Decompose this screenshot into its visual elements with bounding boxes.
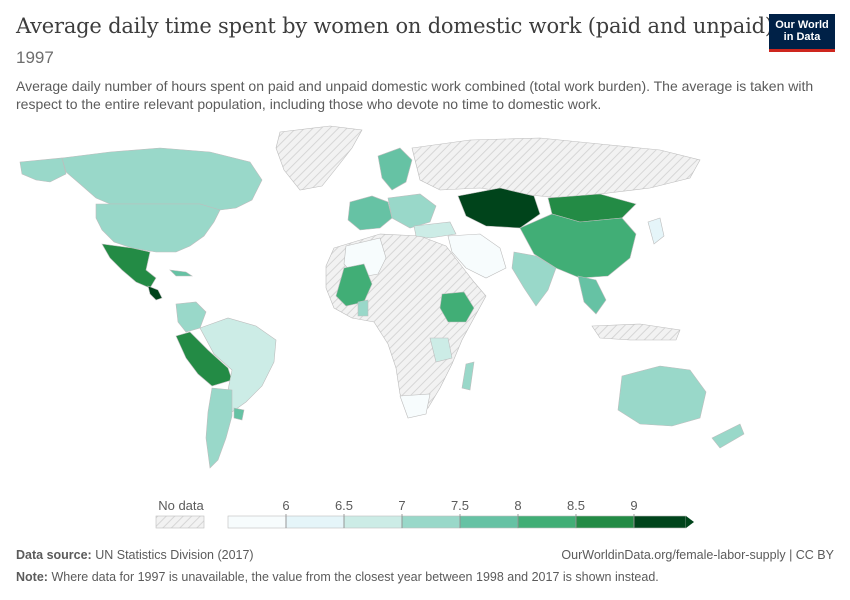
legend-no-data-label: No data — [158, 498, 204, 513]
region-indonesia[interactable] — [591, 323, 681, 341]
legend-bin-5[interactable] — [517, 515, 577, 529]
owid-logo[interactable]: Our World in Data — [769, 14, 835, 52]
legend-bin-6[interactable] — [575, 515, 635, 529]
legend-bins — [227, 515, 694, 529]
region-europe-east[interactable] — [387, 193, 437, 229]
footer-source-row: Data source: UN Statistics Division (201… — [16, 548, 834, 562]
legend-tick-label: 8 — [514, 498, 521, 513]
world-map — [19, 125, 745, 469]
region-ethiopia[interactable] — [439, 291, 475, 323]
legend-bin-2[interactable] — [343, 515, 403, 529]
note-text: Where data for 1997 is unavailable, the … — [51, 570, 659, 584]
region-mexico[interactable] — [101, 243, 157, 289]
footer-note: Note: Where data for 1997 is unavailable… — [16, 570, 659, 584]
legend-tick-label: 6 — [282, 498, 289, 513]
region-australia[interactable] — [617, 365, 707, 427]
region-new-zealand[interactable] — [711, 423, 745, 449]
legend-tick-label: 9 — [630, 498, 637, 513]
legend-tick-label: 8.5 — [567, 498, 585, 513]
region-kazakhstan[interactable] — [457, 187, 541, 229]
region-middle-east[interactable] — [447, 233, 507, 279]
region-uruguay[interactable] — [233, 407, 245, 421]
region-india[interactable] — [511, 251, 557, 307]
legend-arrow-end — [686, 516, 694, 528]
legend-tick-label: 6.5 — [335, 498, 353, 513]
region-russia[interactable] — [411, 137, 701, 199]
region-scandinavia[interactable] — [377, 147, 413, 191]
logo-line-2: in Data — [783, 31, 821, 43]
region-japan[interactable] — [647, 217, 665, 245]
region-argentina[interactable] — [205, 387, 233, 469]
legend-bin-0[interactable] — [227, 515, 287, 529]
region-tanzania[interactable] — [429, 337, 453, 363]
region-europe-west[interactable] — [347, 195, 393, 231]
color-legend: No data 6 6.5 7 7.5 8 8.5 9 — [155, 498, 694, 529]
region-united-states[interactable] — [95, 203, 221, 253]
region-greenland[interactable] — [275, 125, 363, 191]
legend-tick-label: 7.5 — [451, 498, 469, 513]
region-central-america[interactable] — [147, 285, 163, 301]
legend-ticks: 6 6.5 7 7.5 8 8.5 9 — [282, 498, 638, 528]
chart-year: 1997 — [16, 48, 54, 67]
legend-bin-7[interactable] — [633, 515, 687, 529]
region-ghana[interactable] — [357, 299, 369, 317]
legend-no-data-swatch — [155, 515, 205, 529]
note-label: Note: — [16, 570, 48, 584]
source-label: Data source: — [16, 548, 92, 562]
legend-bin-4[interactable] — [459, 515, 519, 529]
legend-bin-1[interactable] — [285, 515, 345, 529]
legend-bin-3[interactable] — [401, 515, 461, 529]
region-cuba[interactable] — [169, 269, 193, 277]
footer-url[interactable]: OurWorldinData.org/female-labor-supply |… — [561, 548, 834, 562]
logo-line-1: Our World — [775, 19, 829, 31]
region-southeast-asia[interactable] — [577, 275, 607, 315]
chart-subtitle: Average daily number of hours spent on p… — [16, 78, 814, 112]
region-alaska[interactable] — [19, 157, 67, 183]
region-canada[interactable] — [61, 147, 263, 211]
region-madagascar[interactable] — [461, 361, 475, 391]
region-turkey[interactable] — [413, 221, 457, 239]
region-south-africa[interactable] — [399, 393, 431, 419]
chart-title: Average daily time spent by women on dom… — [16, 14, 773, 38]
legend-tick-label: 7 — [398, 498, 405, 513]
region-brazil[interactable] — [199, 317, 277, 413]
source-value[interactable]: UN Statistics Division (2017) — [95, 548, 254, 562]
